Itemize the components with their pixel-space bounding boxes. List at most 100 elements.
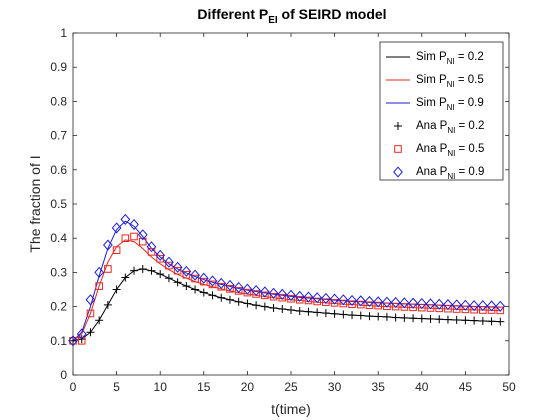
data-point — [111, 222, 122, 234]
series-group — [68, 213, 506, 347]
x-axis-label: t(time) — [271, 401, 311, 417]
data-point — [112, 246, 121, 254]
data-point — [269, 303, 278, 312]
data-point — [347, 294, 357, 307]
data-point — [322, 298, 330, 306]
data-point — [391, 313, 400, 322]
data-point — [164, 274, 173, 283]
data-point — [348, 300, 356, 309]
data-point — [155, 249, 166, 261]
data-point — [69, 337, 77, 345]
data-point — [409, 303, 417, 312]
legend-label: Ana PNI = 0.5 — [416, 143, 484, 158]
data-point — [452, 315, 461, 324]
data-point — [147, 248, 156, 256]
data-point — [304, 307, 313, 316]
x-tick-label: 5 — [113, 380, 120, 394]
data-point — [339, 299, 348, 308]
data-point — [417, 314, 426, 323]
data-point — [95, 282, 103, 290]
data-point — [156, 270, 165, 279]
data-point — [486, 300, 497, 312]
data-point — [478, 316, 487, 325]
data-point — [295, 307, 304, 316]
data-point — [173, 266, 182, 275]
data-point — [470, 316, 479, 325]
data-point — [304, 296, 313, 305]
y-tick-label: 0 — [60, 368, 67, 382]
data-point — [173, 278, 182, 287]
legend-label: Sim PNI = 0.5 — [416, 74, 484, 89]
legend-label: Sim PNI = 0.2 — [416, 51, 484, 66]
data-point — [435, 304, 444, 313]
chart-title: Different PEI of SEIRD model — [197, 6, 386, 26]
data-point — [416, 297, 427, 310]
data-point — [409, 314, 418, 323]
data-point — [103, 239, 113, 251]
data-point — [408, 297, 418, 309]
data-point — [313, 308, 322, 317]
data-point — [496, 317, 505, 326]
data-point — [130, 232, 138, 241]
series-line — [72, 239, 501, 342]
legend-label: Ana PNI = 0.2 — [416, 120, 484, 135]
legend-marker-swatch — [394, 122, 402, 130]
data-point — [435, 315, 444, 324]
data-point — [120, 213, 131, 225]
data-point — [295, 295, 304, 304]
data-point — [444, 304, 452, 313]
data-point — [383, 302, 391, 311]
x-tick-label: 50 — [502, 380, 516, 394]
data-point — [191, 285, 200, 294]
y-tick-label: 0.4 — [50, 231, 67, 245]
data-point — [365, 312, 374, 321]
y-tick-label: 0.1 — [50, 334, 67, 348]
data-point — [252, 301, 261, 310]
data-point — [391, 302, 400, 311]
data-point — [208, 291, 217, 300]
data-point — [418, 303, 426, 312]
data-point — [252, 290, 260, 298]
data-point — [200, 277, 208, 286]
data-point — [225, 279, 235, 291]
data-point — [233, 281, 244, 294]
y-tick-label: 0.3 — [50, 265, 67, 279]
series-markers — [68, 213, 506, 347]
data-point — [260, 302, 269, 311]
x-tick-label: 35 — [372, 380, 386, 394]
data-point — [461, 305, 470, 314]
data-point — [103, 300, 112, 309]
y-tick-label: 0.9 — [50, 60, 67, 74]
legend-marker-swatch — [394, 145, 402, 153]
data-point — [399, 297, 410, 309]
data-point — [400, 303, 409, 311]
data-point — [469, 300, 479, 312]
data-point — [390, 296, 401, 309]
data-point — [452, 305, 461, 313]
data-point — [77, 337, 86, 345]
data-point — [451, 299, 462, 311]
data-point — [172, 261, 183, 273]
data-point — [495, 300, 506, 312]
data-point — [234, 287, 243, 295]
data-point — [94, 266, 105, 278]
data-point — [373, 296, 384, 308]
data-point — [182, 270, 191, 279]
data-point — [76, 328, 87, 340]
data-point — [138, 264, 147, 273]
data-point — [364, 295, 375, 308]
data-point — [199, 288, 208, 297]
legend-label: Sim PNI = 0.9 — [416, 97, 484, 112]
data-point — [312, 292, 323, 304]
data-point — [374, 312, 383, 321]
data-point — [338, 294, 349, 306]
data-point — [121, 273, 130, 282]
x-tick-label: 15 — [197, 380, 211, 394]
data-point — [426, 314, 435, 323]
data-point — [329, 293, 340, 305]
data-point — [226, 285, 234, 293]
data-point — [313, 297, 321, 306]
data-point — [216, 277, 227, 289]
data-point — [225, 295, 234, 304]
